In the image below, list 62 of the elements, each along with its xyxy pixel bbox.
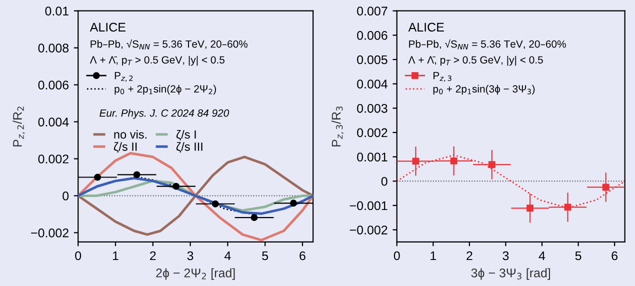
y-tick-label: 0 <box>381 176 388 186</box>
x-tick-label: 0 <box>75 251 82 260</box>
annotation: Pb–Pb, √S$_{NN}$ = 5.36 TeV, 20–60% <box>90 39 248 50</box>
legend-label: P$_{z,2}$ <box>114 72 133 82</box>
legend-label: p$_{0}$ + 2p$_{1}$sin(3ϕ − 3Ψ$_{3}$) <box>433 84 535 95</box>
legend-label: p$_{0}$ + 2p$_{1}$sin(2ϕ − 2Ψ$_{2}$) <box>114 84 216 95</box>
point <box>94 174 102 181</box>
point <box>412 158 420 165</box>
x-tick-label: 6 <box>300 251 306 260</box>
point <box>290 200 297 207</box>
y-tick-label: 0.004 <box>357 80 388 88</box>
y-tick-label: 0.002 <box>357 128 388 138</box>
point <box>212 200 219 208</box>
x-axis-title: 3ϕ − 3Ψ$_{3}$ [rad] <box>471 268 550 280</box>
x-tick-label: 5 <box>262 251 268 260</box>
y-tick-label: −0.002 <box>350 226 388 234</box>
y-tick-label: 0.006 <box>38 80 69 90</box>
legend-label: ζ/s III <box>176 142 202 153</box>
y-tick-label: 0.004 <box>38 118 69 126</box>
x-tick-label: 2 <box>150 251 156 260</box>
x-tick-label: 1 <box>112 251 118 260</box>
x-tick-label: 4 <box>224 251 231 260</box>
x-tick-label: 3 <box>187 251 194 260</box>
point <box>564 204 572 211</box>
point <box>250 214 258 222</box>
point <box>450 157 458 164</box>
point <box>488 161 496 168</box>
y-tick-label: 0.01 <box>45 6 68 16</box>
y-tick-label: 0.006 <box>357 30 388 40</box>
x-tick-label: 3 <box>502 251 509 260</box>
x-tick-label: 0 <box>394 251 400 260</box>
y-tick-label: 0.001 <box>357 152 388 162</box>
x-tick-label: 4 <box>538 251 546 260</box>
x-tick-label: 5 <box>575 251 582 260</box>
y-tick-label: 0.008 <box>38 44 69 52</box>
y-tick-label: 0 <box>62 192 69 200</box>
y-tick-label: 0.003 <box>357 104 388 113</box>
y-tick-label: 0.005 <box>357 55 388 64</box>
y-tick-label: 0.007 <box>357 6 388 16</box>
y-tick-label: 0.002 <box>38 154 68 164</box>
annotation: ALICE <box>408 22 444 32</box>
point <box>172 182 180 190</box>
y-axis-title: P$_{z,3}$/R$_{3}$ <box>331 106 344 146</box>
x-axis-title: 2ϕ − 2Ψ$_{2}$ [rad] <box>156 268 235 280</box>
annotation: ALICE <box>90 22 126 32</box>
point <box>133 171 140 178</box>
annotation: Pb–Pb, √S$_{NN}$ = 5.36 TeV, 20–60% <box>409 39 566 50</box>
y-axis-title: P$_{z,2}$/R$_{2}$ <box>12 106 25 146</box>
legend-label: no vis. <box>114 130 147 139</box>
legend-label: ζ/s II <box>114 142 137 153</box>
y-tick-label: −0.001 <box>350 201 388 210</box>
point <box>602 184 610 191</box>
y-tick-label: −0.002 <box>31 228 68 238</box>
annotation: Eur. Phys. J. C 2024 84 920 <box>100 109 230 119</box>
annotation: Λ + Λ̄, p$_{T}$ > 0.5 GeV, |y| < 0.5 <box>90 56 224 66</box>
x-tick-label: 1 <box>430 251 436 260</box>
x-tick-label: 2 <box>466 251 472 260</box>
legend-label: ζ/s I <box>176 130 196 141</box>
legend-label: P$_{z,3}$ <box>434 72 452 82</box>
point <box>526 204 534 212</box>
x-tick-label: 6 <box>612 251 618 260</box>
annotation: Λ + Λ̄, p$_{T}$ > 0.5 GeV, |y| < 0.5 <box>408 56 543 66</box>
